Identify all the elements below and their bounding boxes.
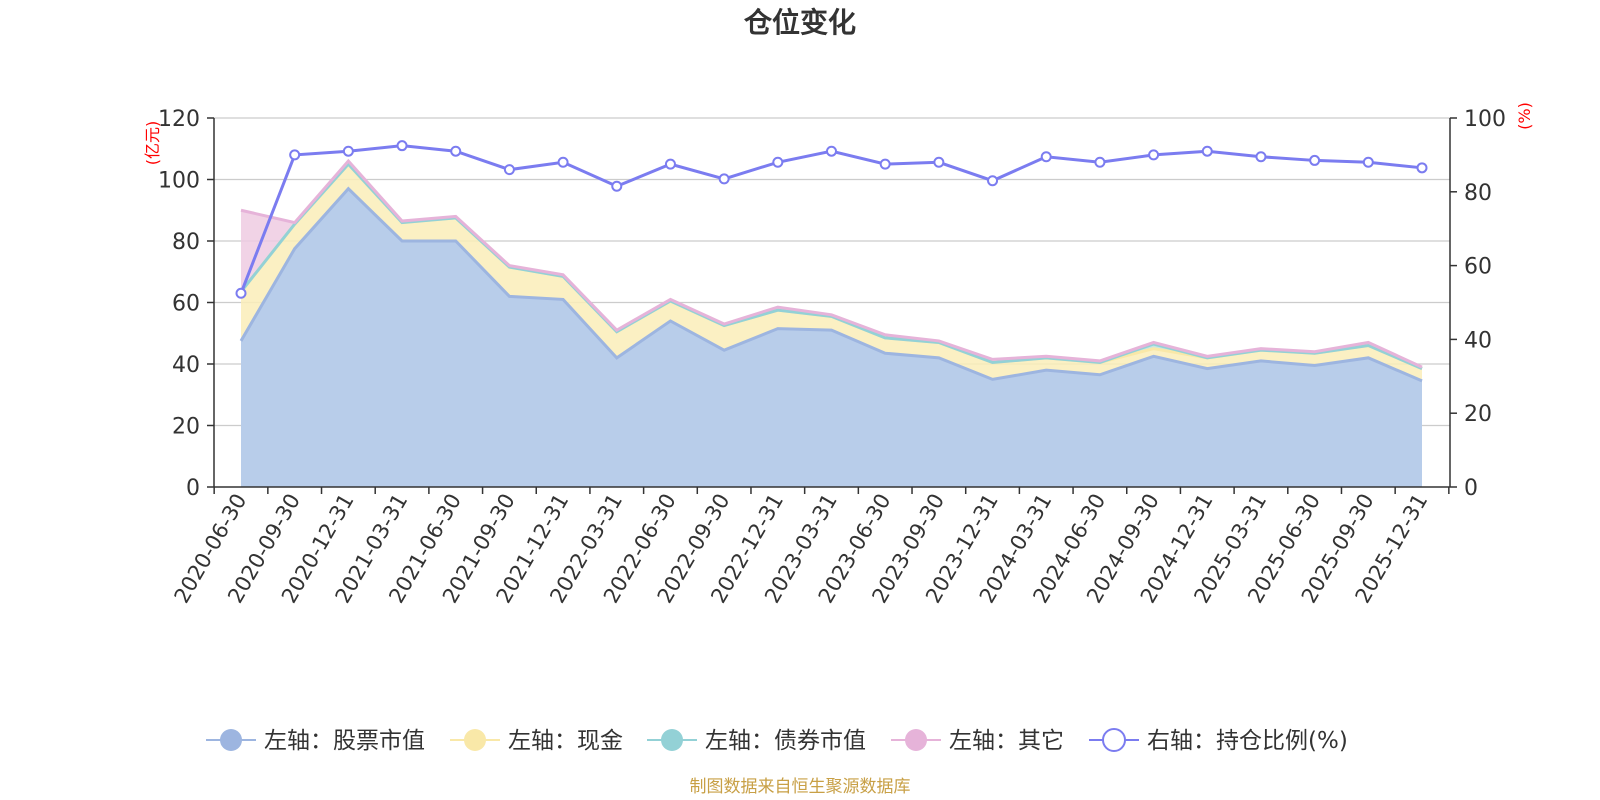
holding-ratio-point	[1040, 151, 1052, 163]
holding-ratio-point	[342, 145, 354, 157]
legend-item: 右轴：持仓比例(%)	[1089, 728, 1348, 754]
holding-ratio-line	[235, 140, 1428, 299]
left-tick-label: 80	[172, 230, 200, 255]
legend-item: 左轴：其它	[891, 728, 1064, 754]
right-tick-label: 60	[1464, 255, 1492, 280]
right-tick-label: 80	[1464, 181, 1492, 206]
source-note: 制图数据来自恒生聚源数据库	[690, 777, 911, 797]
holding-ratio-point	[1255, 151, 1267, 163]
legend-marker	[464, 729, 486, 751]
legend-marker	[905, 729, 927, 751]
left-axis-unit: (亿元)	[143, 121, 162, 166]
area-edge-3	[240, 158, 1423, 369]
holding-ratio-point	[1148, 149, 1160, 161]
holding-ratio-point	[557, 156, 569, 168]
holding-ratio-point	[235, 287, 247, 299]
chart-title: 仓位变化	[744, 6, 856, 39]
holding-ratio-point	[503, 164, 515, 176]
holding-ratio-point	[933, 156, 945, 168]
left-tick-label: 40	[172, 353, 200, 378]
area-cash	[241, 164, 1422, 381]
right-axis-unit: (%)	[1515, 102, 1534, 130]
holding-ratio-point	[772, 156, 784, 168]
legend-label: 左轴：股票市值	[264, 728, 425, 754]
right-tick-label: 100	[1464, 107, 1506, 132]
left-tick-label: 0	[186, 476, 200, 501]
legend-label: 左轴：现金	[508, 728, 623, 754]
holding-ratio-point	[879, 158, 891, 170]
right-tick-label: 20	[1464, 402, 1492, 427]
holding-ratio-point	[1309, 154, 1321, 166]
holding-ratio-point	[987, 175, 999, 187]
legend-label: 左轴：债券市值	[705, 728, 866, 754]
left-tick-label: 100	[158, 169, 200, 194]
legend-marker	[661, 729, 683, 751]
left-tick-label: 20	[172, 415, 200, 440]
legend-label: 左轴：其它	[949, 728, 1064, 754]
holding-ratio-point	[1362, 156, 1374, 168]
holding-ratio-point	[1416, 162, 1428, 174]
holding-ratio-point	[1094, 156, 1106, 168]
holding-ratio-point	[611, 180, 623, 192]
stacked-areas	[239, 158, 1423, 487]
left-tick-label: 120	[158, 107, 200, 132]
holding-ratio-point	[826, 145, 837, 157]
holding-ratio-point	[289, 149, 301, 161]
holding-ratio-point	[396, 140, 408, 152]
area-edge-0	[239, 186, 1423, 383]
right-tick-label: 40	[1464, 328, 1492, 353]
area-stock	[241, 188, 1422, 487]
legend: 左轴：股票市值 左轴：现金 左轴：债券市值 左轴：其它 右轴：持仓比例(%)	[206, 728, 1348, 754]
holding-ratio-point	[718, 173, 730, 185]
legend-marker	[1102, 728, 1126, 752]
holding-ratio-point	[450, 145, 462, 157]
legend-marker	[220, 729, 242, 751]
legend-item: 左轴：债券市值	[647, 728, 866, 754]
legend-item: 左轴：股票市值	[206, 728, 425, 754]
left-tick-label: 60	[172, 292, 200, 317]
legend-item: 左轴：现金	[450, 728, 623, 754]
holding-ratio-point	[664, 158, 676, 170]
holding-ratio-point	[1201, 145, 1213, 157]
right-tick-label: 0	[1464, 476, 1478, 501]
legend-label: 右轴：持仓比例(%)	[1147, 728, 1348, 754]
